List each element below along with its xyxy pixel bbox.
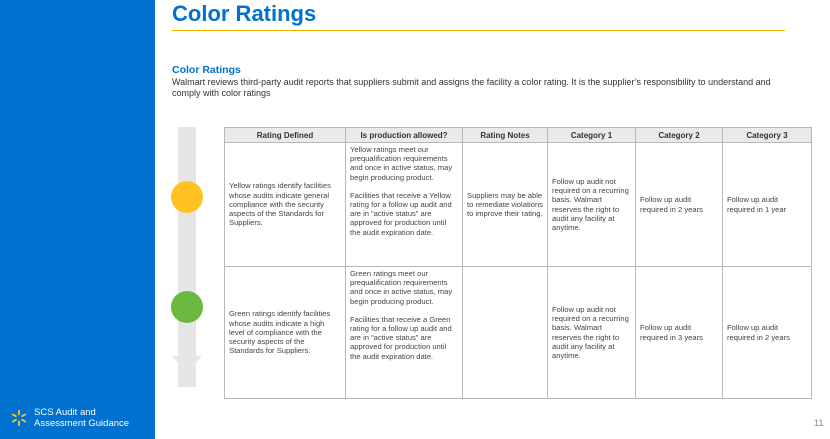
color-ratings-table: Rating Defined Is production allowed? Ra… [224, 127, 812, 399]
page-title: Color Ratings [172, 1, 317, 26]
header-rating-defined: Rating Defined [224, 127, 346, 143]
table-header-row: Rating Defined Is production allowed? Ra… [224, 127, 812, 143]
green-production-allowed: Green ratings meet our prequalification … [345, 266, 463, 399]
section-heading: Color Ratings [172, 64, 241, 76]
yellow-category-1: Follow up audit not required on a recurr… [547, 142, 636, 267]
timeline-arrow-icon [172, 356, 202, 372]
brand-line-2: Assessment Guidance [34, 418, 130, 429]
green-production-para-2: Facilities that receive a Green rating f… [350, 314, 452, 361]
section-description: Walmart reviews third-party audit report… [172, 77, 771, 98]
yellow-rating-notes: Suppliers may be able to remediate viola… [462, 142, 548, 267]
sidebar-panel: SCS Audit and Assessment Guidance [0, 0, 155, 439]
yellow-production-allowed: Yellow ratings meet our prequalification… [345, 142, 463, 267]
title-divider [172, 30, 785, 31]
brand-text: SCS Audit and Assessment Guidance [34, 407, 129, 429]
table-row-green: Green ratings identify facilities whose … [224, 266, 812, 399]
green-production-para-1: Green ratings meet our prequalification … [350, 269, 453, 306]
header-category-2: Category 2 [635, 127, 723, 143]
brand-line-1: SCS Audit and [34, 407, 96, 418]
timeline-bar [178, 127, 196, 387]
green-category-3: Follow up audit required in 2 years [722, 266, 812, 399]
page-number: 11 [814, 418, 824, 428]
header-category-3: Category 3 [722, 127, 812, 143]
yellow-rating-defined: Yellow ratings identify facilities whose… [224, 142, 346, 267]
yellow-category-3: Follow up audit required in 1 year [722, 142, 812, 267]
header-rating-notes: Rating Notes [462, 127, 548, 143]
green-category-2: Follow up audit required in 3 years [635, 266, 723, 399]
yellow-rating-dot [171, 181, 203, 213]
header-category-1: Category 1 [547, 127, 636, 143]
yellow-category-2: Follow up audit required in 2 years [635, 142, 723, 267]
green-rating-defined: Green ratings identify facilities whose … [224, 266, 346, 399]
table-row-yellow: Yellow ratings identify facilities whose… [224, 142, 812, 267]
yellow-production-para-2: Facilities that receive a Yellow rating … [350, 190, 452, 237]
green-rating-dot [171, 291, 203, 323]
yellow-production-para-1: Yellow ratings meet our prequalification… [350, 145, 453, 182]
green-rating-notes [462, 266, 548, 399]
brand-footer: SCS Audit and Assessment Guidance [10, 407, 129, 429]
header-production-allowed: Is production allowed? [345, 127, 463, 143]
green-category-1: Follow up audit not required on a recurr… [547, 266, 636, 399]
walmart-spark-icon [11, 409, 27, 427]
